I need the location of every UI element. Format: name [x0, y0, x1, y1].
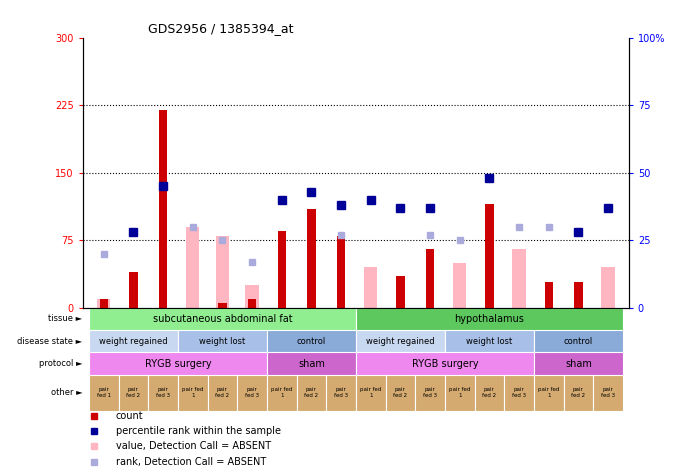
Text: weight regained: weight regained — [99, 337, 168, 346]
Text: tissue ►: tissue ► — [48, 314, 82, 323]
Bar — [396, 276, 404, 308]
Bar — [512, 249, 526, 308]
Text: RYGB surgery: RYGB surgery — [144, 359, 211, 369]
Text: pair fed
1: pair fed 1 — [538, 387, 560, 398]
Text: pair
fed 3: pair fed 3 — [245, 387, 259, 398]
Bar — [426, 249, 434, 308]
Bar — [97, 299, 111, 308]
Text: protocol ►: protocol ► — [39, 359, 82, 368]
Text: pair
fed 3: pair fed 3 — [156, 387, 170, 398]
Text: other ►: other ► — [50, 388, 82, 397]
Text: subcutaneous abdominal fat: subcutaneous abdominal fat — [153, 314, 292, 324]
Bar — [545, 283, 553, 308]
Bar — [245, 285, 258, 308]
Bar — [148, 375, 178, 411]
Text: pair fed
1: pair fed 1 — [182, 387, 203, 398]
Bar — [356, 375, 386, 411]
Bar — [89, 308, 356, 330]
Bar — [356, 308, 623, 330]
Text: pair
fed 3: pair fed 3 — [512, 387, 526, 398]
Bar — [218, 303, 227, 308]
Text: weight lost: weight lost — [199, 337, 245, 346]
Text: control: control — [296, 337, 326, 346]
Bar — [453, 263, 466, 308]
Text: pair
fed 1: pair fed 1 — [97, 387, 111, 398]
Text: weight lost: weight lost — [466, 337, 513, 346]
Text: hypothalamus: hypothalamus — [455, 314, 524, 324]
Bar — [237, 375, 267, 411]
Text: pair
fed 3: pair fed 3 — [601, 387, 615, 398]
Text: disease state ►: disease state ► — [17, 337, 82, 346]
Bar — [100, 299, 108, 308]
Bar — [534, 353, 623, 375]
Bar — [564, 375, 593, 411]
Bar — [129, 272, 138, 308]
Bar — [207, 375, 237, 411]
Bar — [475, 375, 504, 411]
Text: RYGB surgery: RYGB surgery — [412, 359, 478, 369]
Bar — [574, 283, 583, 308]
Bar — [364, 267, 377, 308]
Bar — [534, 375, 564, 411]
Bar — [445, 375, 475, 411]
Bar — [178, 375, 207, 411]
Bar — [326, 375, 356, 411]
Text: sham: sham — [565, 359, 591, 369]
Bar — [119, 375, 148, 411]
Bar — [267, 375, 296, 411]
Bar — [216, 236, 229, 308]
Text: pair
fed 3: pair fed 3 — [334, 387, 348, 398]
Text: pair
fed 2: pair fed 2 — [393, 387, 408, 398]
Bar — [296, 375, 326, 411]
Bar — [89, 375, 119, 411]
Bar — [601, 267, 615, 308]
Bar — [278, 231, 286, 308]
Bar — [89, 353, 267, 375]
Bar — [186, 227, 200, 308]
Text: value, Detection Call = ABSENT: value, Detection Call = ABSENT — [115, 441, 271, 451]
Text: weight regained: weight regained — [366, 337, 435, 346]
Text: pair
fed 2: pair fed 2 — [216, 387, 229, 398]
Text: sham: sham — [298, 359, 325, 369]
Bar — [248, 299, 256, 308]
Text: pair
fed 3: pair fed 3 — [423, 387, 437, 398]
Bar — [356, 330, 445, 353]
Bar — [178, 330, 267, 353]
Bar — [89, 330, 178, 353]
Bar — [485, 204, 493, 308]
Bar — [159, 110, 167, 308]
Text: pair fed
1: pair fed 1 — [360, 387, 381, 398]
Bar — [593, 375, 623, 411]
Text: GDS2956 / 1385394_at: GDS2956 / 1385394_at — [149, 22, 294, 36]
Text: rank, Detection Call = ABSENT: rank, Detection Call = ABSENT — [115, 456, 266, 467]
Text: pair
fed 2: pair fed 2 — [571, 387, 585, 398]
Bar — [337, 236, 346, 308]
Text: percentile rank within the sample: percentile rank within the sample — [115, 426, 281, 436]
Text: control: control — [564, 337, 593, 346]
Text: pair
fed 2: pair fed 2 — [482, 387, 496, 398]
Bar — [267, 353, 356, 375]
Text: pair fed
1: pair fed 1 — [449, 387, 471, 398]
Text: count: count — [115, 411, 143, 421]
Text: pair
fed 2: pair fed 2 — [126, 387, 140, 398]
Bar — [504, 375, 534, 411]
Bar — [267, 330, 356, 353]
Bar — [534, 330, 623, 353]
Bar — [445, 330, 534, 353]
Text: pair
fed 2: pair fed 2 — [304, 387, 319, 398]
Bar — [356, 353, 534, 375]
Text: pair fed
1: pair fed 1 — [271, 387, 292, 398]
Bar — [386, 375, 415, 411]
Bar — [307, 209, 316, 308]
Bar — [415, 375, 445, 411]
